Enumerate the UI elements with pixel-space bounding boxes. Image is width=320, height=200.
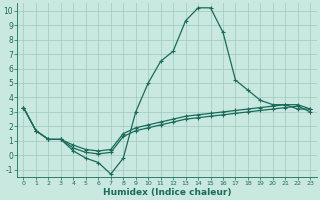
X-axis label: Humidex (Indice chaleur): Humidex (Indice chaleur)	[103, 188, 231, 197]
